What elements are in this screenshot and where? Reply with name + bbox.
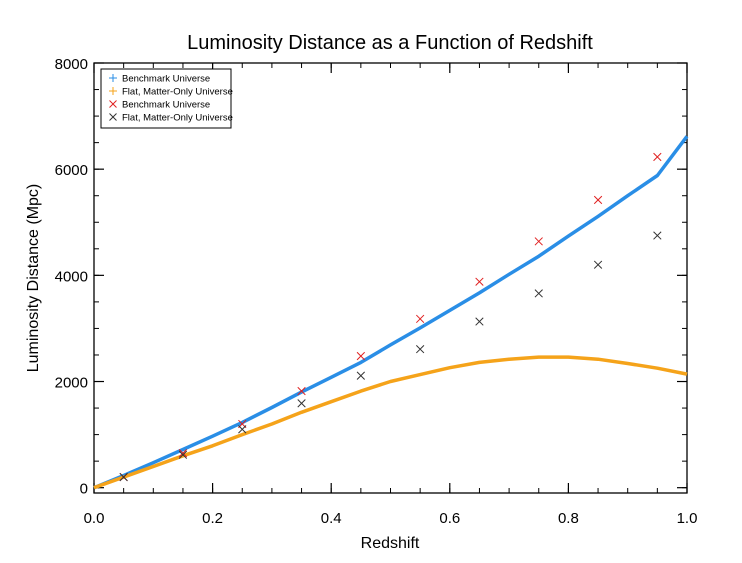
x-tick-label: 1.0 (677, 510, 698, 527)
legend-box (100, 68, 232, 129)
marker-stroke (593, 260, 603, 269)
y-tick-label: 8000 (55, 56, 88, 73)
marker-stroke (297, 386, 306, 396)
series-layer (93, 135, 689, 490)
x-tick-label: 0.0 (84, 510, 105, 527)
series-line (93, 135, 689, 490)
marker-stroke (475, 317, 484, 326)
legend-label: Flat, Matter-Only Universe (122, 113, 233, 124)
y-tick-label: 6000 (55, 162, 88, 179)
legend-item: Flat, Matter-Only Universe (109, 113, 233, 124)
marker-stroke (356, 351, 366, 361)
x-tick-label: 0.8 (558, 510, 579, 527)
data-point-x (297, 399, 306, 408)
data-point-x (356, 371, 366, 380)
marker-stroke (415, 344, 425, 354)
data-point-x (534, 289, 543, 298)
series-line (93, 355, 688, 490)
legend-label: Benchmark Universe (122, 74, 210, 85)
marker-stroke (178, 449, 188, 458)
data-point-x (475, 317, 484, 326)
marker-stroke (178, 450, 188, 459)
legend-item: Benchmark Universe (109, 100, 210, 111)
marker-stroke (238, 425, 247, 434)
x-tick-label: 0.4 (321, 510, 342, 527)
data-point-x (593, 260, 603, 269)
legend-item: Benchmark Universe (109, 74, 210, 85)
chart-title: Luminosity Distance as a Function of Red… (187, 32, 593, 54)
marker-stroke (653, 231, 662, 240)
marker-stroke (415, 314, 425, 324)
data-point-x (415, 314, 425, 324)
marker-stroke (119, 472, 128, 482)
marker-stroke (475, 277, 484, 286)
x-axis: 0.0 0.2 0.4 0.6 0.8 1.0 (84, 63, 698, 527)
x-axis-label: Redshift (361, 535, 420, 552)
y-tick-label: 0 (80, 481, 88, 498)
y-tick-label: 2000 (55, 375, 88, 392)
data-point-x (653, 152, 662, 162)
marker-stroke (356, 371, 366, 380)
marker-stroke (534, 237, 543, 246)
data-point-x (238, 425, 247, 434)
plot-area: 0.0 0.2 0.4 0.6 0.8 1.0 0 2000 4000 6000 8000 (55, 56, 698, 527)
y-axis-label: Luminosity Distance (Mpc) (25, 184, 42, 373)
legend-marker (109, 113, 117, 121)
marker-stroke (593, 195, 603, 205)
data-point-x (534, 237, 543, 246)
legend-marker (109, 100, 117, 108)
data-point-x (119, 472, 128, 482)
data-point-x (653, 231, 662, 240)
marker-stroke (653, 152, 662, 162)
legend-label: Flat, Matter-Only Universe (122, 87, 233, 98)
x-tick-label: 0.2 (202, 510, 223, 527)
legend-label: Benchmark Universe (122, 100, 210, 111)
marker-stroke (534, 289, 543, 298)
data-point-x (593, 195, 603, 205)
data-point-x (297, 386, 306, 396)
data-point-x (356, 351, 366, 361)
y-tick-label: 4000 (55, 268, 88, 285)
legend-item: Flat, Matter-Only Universe (109, 87, 233, 98)
data-point-x (178, 449, 188, 458)
legend: Benchmark Universe Flat, Matter-Only Univ… (100, 68, 233, 129)
marker-stroke (297, 399, 306, 408)
data-point-x (415, 344, 425, 354)
y-axis: 0 2000 4000 6000 8000 (55, 56, 687, 498)
data-point-x (178, 450, 188, 459)
data-point-x (475, 277, 484, 286)
x-tick-label: 0.6 (439, 510, 460, 527)
